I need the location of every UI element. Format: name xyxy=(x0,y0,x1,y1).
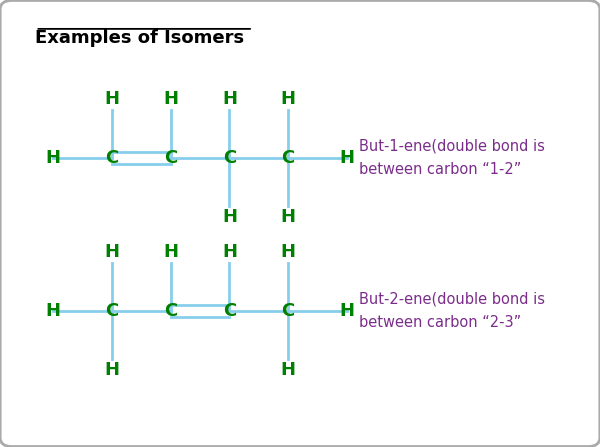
Text: C: C xyxy=(105,149,118,167)
Text: But-2-ene(double bond is
between carbon “2-3”: But-2-ene(double bond is between carbon … xyxy=(359,292,545,330)
Text: H: H xyxy=(222,90,237,108)
Text: H: H xyxy=(163,243,178,261)
Text: But-1-ene(double bond is
between carbon “1-2”: But-1-ene(double bond is between carbon … xyxy=(359,139,545,177)
Text: C: C xyxy=(281,302,295,320)
Text: H: H xyxy=(104,90,119,108)
Text: C: C xyxy=(164,302,177,320)
Text: H: H xyxy=(46,302,61,320)
Text: C: C xyxy=(223,302,236,320)
Text: C: C xyxy=(164,149,177,167)
Text: H: H xyxy=(340,149,355,167)
Text: Examples of Isomers: Examples of Isomers xyxy=(35,29,245,47)
Text: H: H xyxy=(46,149,61,167)
Text: H: H xyxy=(104,243,119,261)
Text: H: H xyxy=(281,361,296,379)
Text: H: H xyxy=(222,243,237,261)
Text: H: H xyxy=(281,208,296,226)
Text: H: H xyxy=(104,361,119,379)
Text: H: H xyxy=(281,243,296,261)
Text: H: H xyxy=(281,90,296,108)
Text: H: H xyxy=(163,90,178,108)
Text: H: H xyxy=(222,208,237,226)
Text: C: C xyxy=(281,149,295,167)
Text: C: C xyxy=(105,302,118,320)
Text: C: C xyxy=(223,149,236,167)
Text: H: H xyxy=(340,302,355,320)
